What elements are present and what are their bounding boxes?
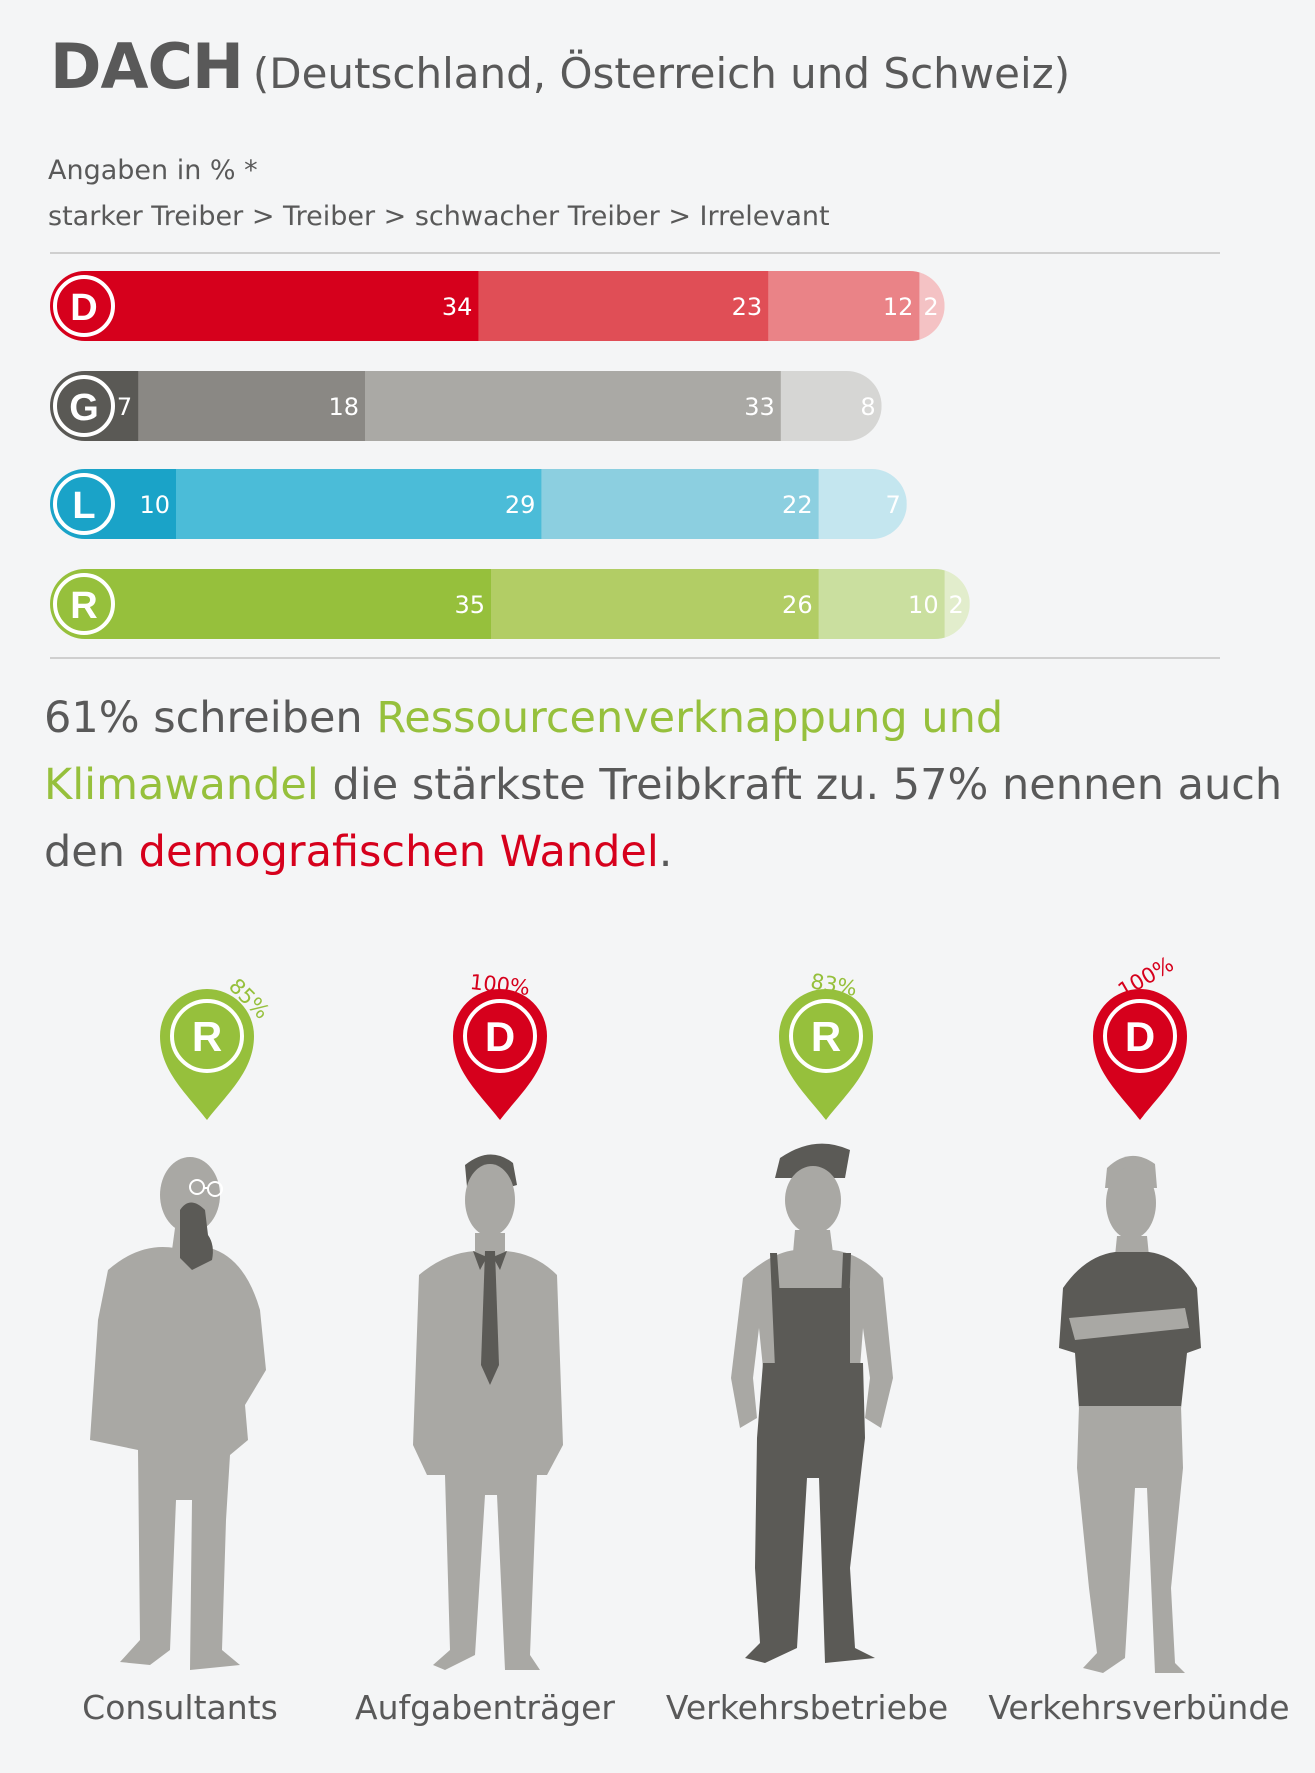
bar-value-label: 2 [949,591,964,619]
category-badge-R [53,573,115,635]
bar-segment-G-2 [138,371,366,441]
bar-segment-D-2 [478,271,770,341]
page-title: DACH (Deutschland, Österreich und Schweiz… [50,30,1070,103]
bar-segment-L-3 [541,469,820,539]
bar-value-label: 2 [923,293,938,321]
pin-shape [779,988,873,1120]
role-label-aufgabentraeger: Aufgabenträger [355,1688,615,1727]
quote-highlight-demography: demografischen Wandel [138,827,659,877]
quote-part3: . [658,827,673,877]
bar-value-label: 7 [886,491,901,519]
stacked-bar-chart: 34 23 12 2 D 7 18 33 8 G 10 29 22 7 L 35 26 10 2 R [50,271,970,639]
consultant-figure [90,1157,266,1670]
title-main: DACH [50,30,244,103]
bar-value-label: 33 [744,393,775,421]
pin-letter: R [192,1013,222,1060]
bar-value-label: 10 [139,491,170,519]
bar-value-label: 35 [454,591,485,619]
scale-note: starker Treiber > Treiber > schwacher Tr… [48,201,830,232]
category-label: L [72,485,95,527]
verkehrsbetriebe-figure [731,1143,893,1663]
bar-value-label: 34 [442,293,473,321]
bar-value-label: 8 [860,393,875,421]
bar-segment-D-3 [768,271,921,341]
bar-value-label: 29 [505,491,536,519]
bar-segment-G-3 [365,371,782,441]
category-label: D [70,287,97,329]
bar-segment-R-2 [491,569,820,639]
bar-value-label: 18 [328,393,359,421]
pin-shape [1093,988,1187,1120]
aufgabentraeger-figure [413,1154,563,1670]
role-label-verkehrsverbuende: Verkehrsverbünde [988,1688,1290,1727]
category-badge-G [53,375,115,437]
bar-segment-L-4 [818,469,907,539]
bar-value-label: 23 [732,293,763,321]
top-divider [50,252,1220,254]
bar-segment-D-1 [50,271,480,341]
pin-shape [160,988,254,1120]
summary-quote: 61% schreiben Ressourcenverknappung und … [44,685,1284,886]
quote-part1: 61% schreiben [44,693,377,743]
role-label-consultants: Consultants [82,1688,278,1727]
bar-segment-R-1 [50,569,492,639]
category-badge-D [53,275,115,337]
bar-value-label: 26 [782,591,813,619]
category-label: G [69,387,99,429]
quote-part2: die stärkste Treibkraft zu. 57% nennen a… [44,760,1283,877]
bar-row-R [50,569,970,639]
category-badge-L [53,473,115,535]
pin-consultants: R 85% [147,972,274,1122]
category-label: R [70,585,97,627]
bar-value-label: 7 [117,393,132,421]
quote-highlight-resources: Ressourcenverknappung und Klimawandel [44,693,1004,810]
pin-shape [453,988,547,1120]
verkehrsverbuende-figure [1059,1155,1201,1673]
pin-letter: D [1125,1013,1155,1060]
bar-value-label: 12 [883,293,914,321]
bar-segment-L-2 [176,469,543,539]
title-subtitle: (Deutschland, Österreich und Schweiz) [252,49,1071,98]
bottom-divider [50,657,1220,659]
bar-row-D [50,271,945,341]
bar-value-label: 22 [782,491,813,519]
unit-note: Angaben in % * [48,155,258,186]
pin-verkehrsbetriebe: R 83% [766,969,886,1122]
bar-row-L [50,469,907,539]
bar-segment-R-3 [818,569,946,639]
pin-letter: D [485,1013,515,1060]
pin-aufgabentraeger: D 100% [440,970,560,1122]
bar-value-label: 10 [908,591,939,619]
pin-letter: R [811,1013,841,1060]
pin-verkehrsverbuende: D 100% [1080,952,1200,1122]
role-label-verkehrsbetriebe: Verkehrsbetriebe [665,1688,949,1727]
bar-segment-G-4 [780,371,882,441]
